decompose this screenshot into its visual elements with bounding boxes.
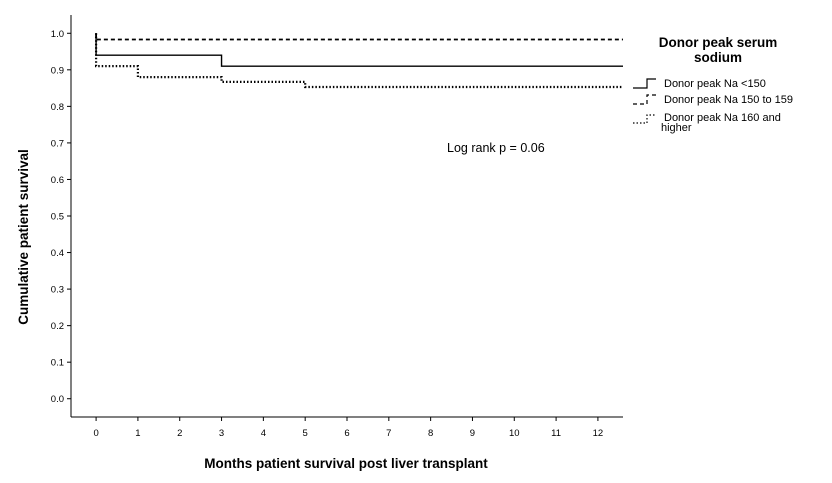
legend-swatch-na-150-159 xyxy=(633,94,656,105)
x-tick-label: 1 xyxy=(135,428,140,439)
y-tick-label: 0.6 xyxy=(51,175,64,186)
x-tick-label: 7 xyxy=(386,428,391,439)
log-rank-annotation: Log rank p = 0.06 xyxy=(447,141,545,155)
y-tick-label: 0.4 xyxy=(51,248,64,259)
y-tick-label: 1.0 xyxy=(51,29,64,40)
x-tick-label: 11 xyxy=(551,428,561,439)
legend-swatch-na-below-150 xyxy=(633,78,656,89)
legend-label-na-150-159: Donor peak Na 150 to 159 xyxy=(664,94,793,106)
legend-label-na-below-150: Donor peak Na <150 xyxy=(664,78,766,90)
legend: Donor peak serum sodium Donor peak Na <1… xyxy=(633,35,793,134)
x-tick-label: 3 xyxy=(219,428,224,439)
x-tick-label: 6 xyxy=(344,428,349,439)
legend-label-na-160-plus-line1: Donor peak Na 160 and xyxy=(664,112,781,124)
survival-curve-1 xyxy=(95,33,623,67)
legend-swatch-na-160-plus xyxy=(633,114,656,124)
y-tick-label: 0.2 xyxy=(51,321,64,332)
legend-label-na-160-plus-line2: higher xyxy=(661,122,692,134)
x-tick-label: 9 xyxy=(470,428,475,439)
x-tick-label: 0 xyxy=(93,428,98,439)
y-axis-title: Cumulative patient survival xyxy=(16,149,31,325)
x-tick-label: 2 xyxy=(177,428,182,439)
y-tick-label: 0.5 xyxy=(51,212,64,223)
y-tick-label: 0.0 xyxy=(51,394,64,405)
x-tick-label: 10 xyxy=(509,428,520,439)
y-tick-label: 0.3 xyxy=(51,285,64,296)
y-tick-label: 0.9 xyxy=(51,65,64,76)
survival-curve-2 xyxy=(95,33,623,41)
x-tick-label: 12 xyxy=(593,428,604,439)
y-tick-label: 0.8 xyxy=(51,102,64,113)
legend-title-line2: sodium xyxy=(694,50,742,65)
legend-title-line1: Donor peak serum xyxy=(659,35,778,50)
x-axis-title: Months patient survival post liver trans… xyxy=(204,456,488,471)
y-tick-label: 0.1 xyxy=(51,358,64,369)
plot-area: 0.00.10.20.30.40.50.60.70.80.91.00 1 2 3 4 5 6… xyxy=(51,15,623,439)
survival-curve-3 xyxy=(94,33,623,89)
y-tick-label: 0.7 xyxy=(51,138,64,149)
x-tick-label: 5 xyxy=(303,428,308,439)
x-tick-label: 8 xyxy=(428,428,433,439)
x-tick-label: 4 xyxy=(261,428,266,439)
